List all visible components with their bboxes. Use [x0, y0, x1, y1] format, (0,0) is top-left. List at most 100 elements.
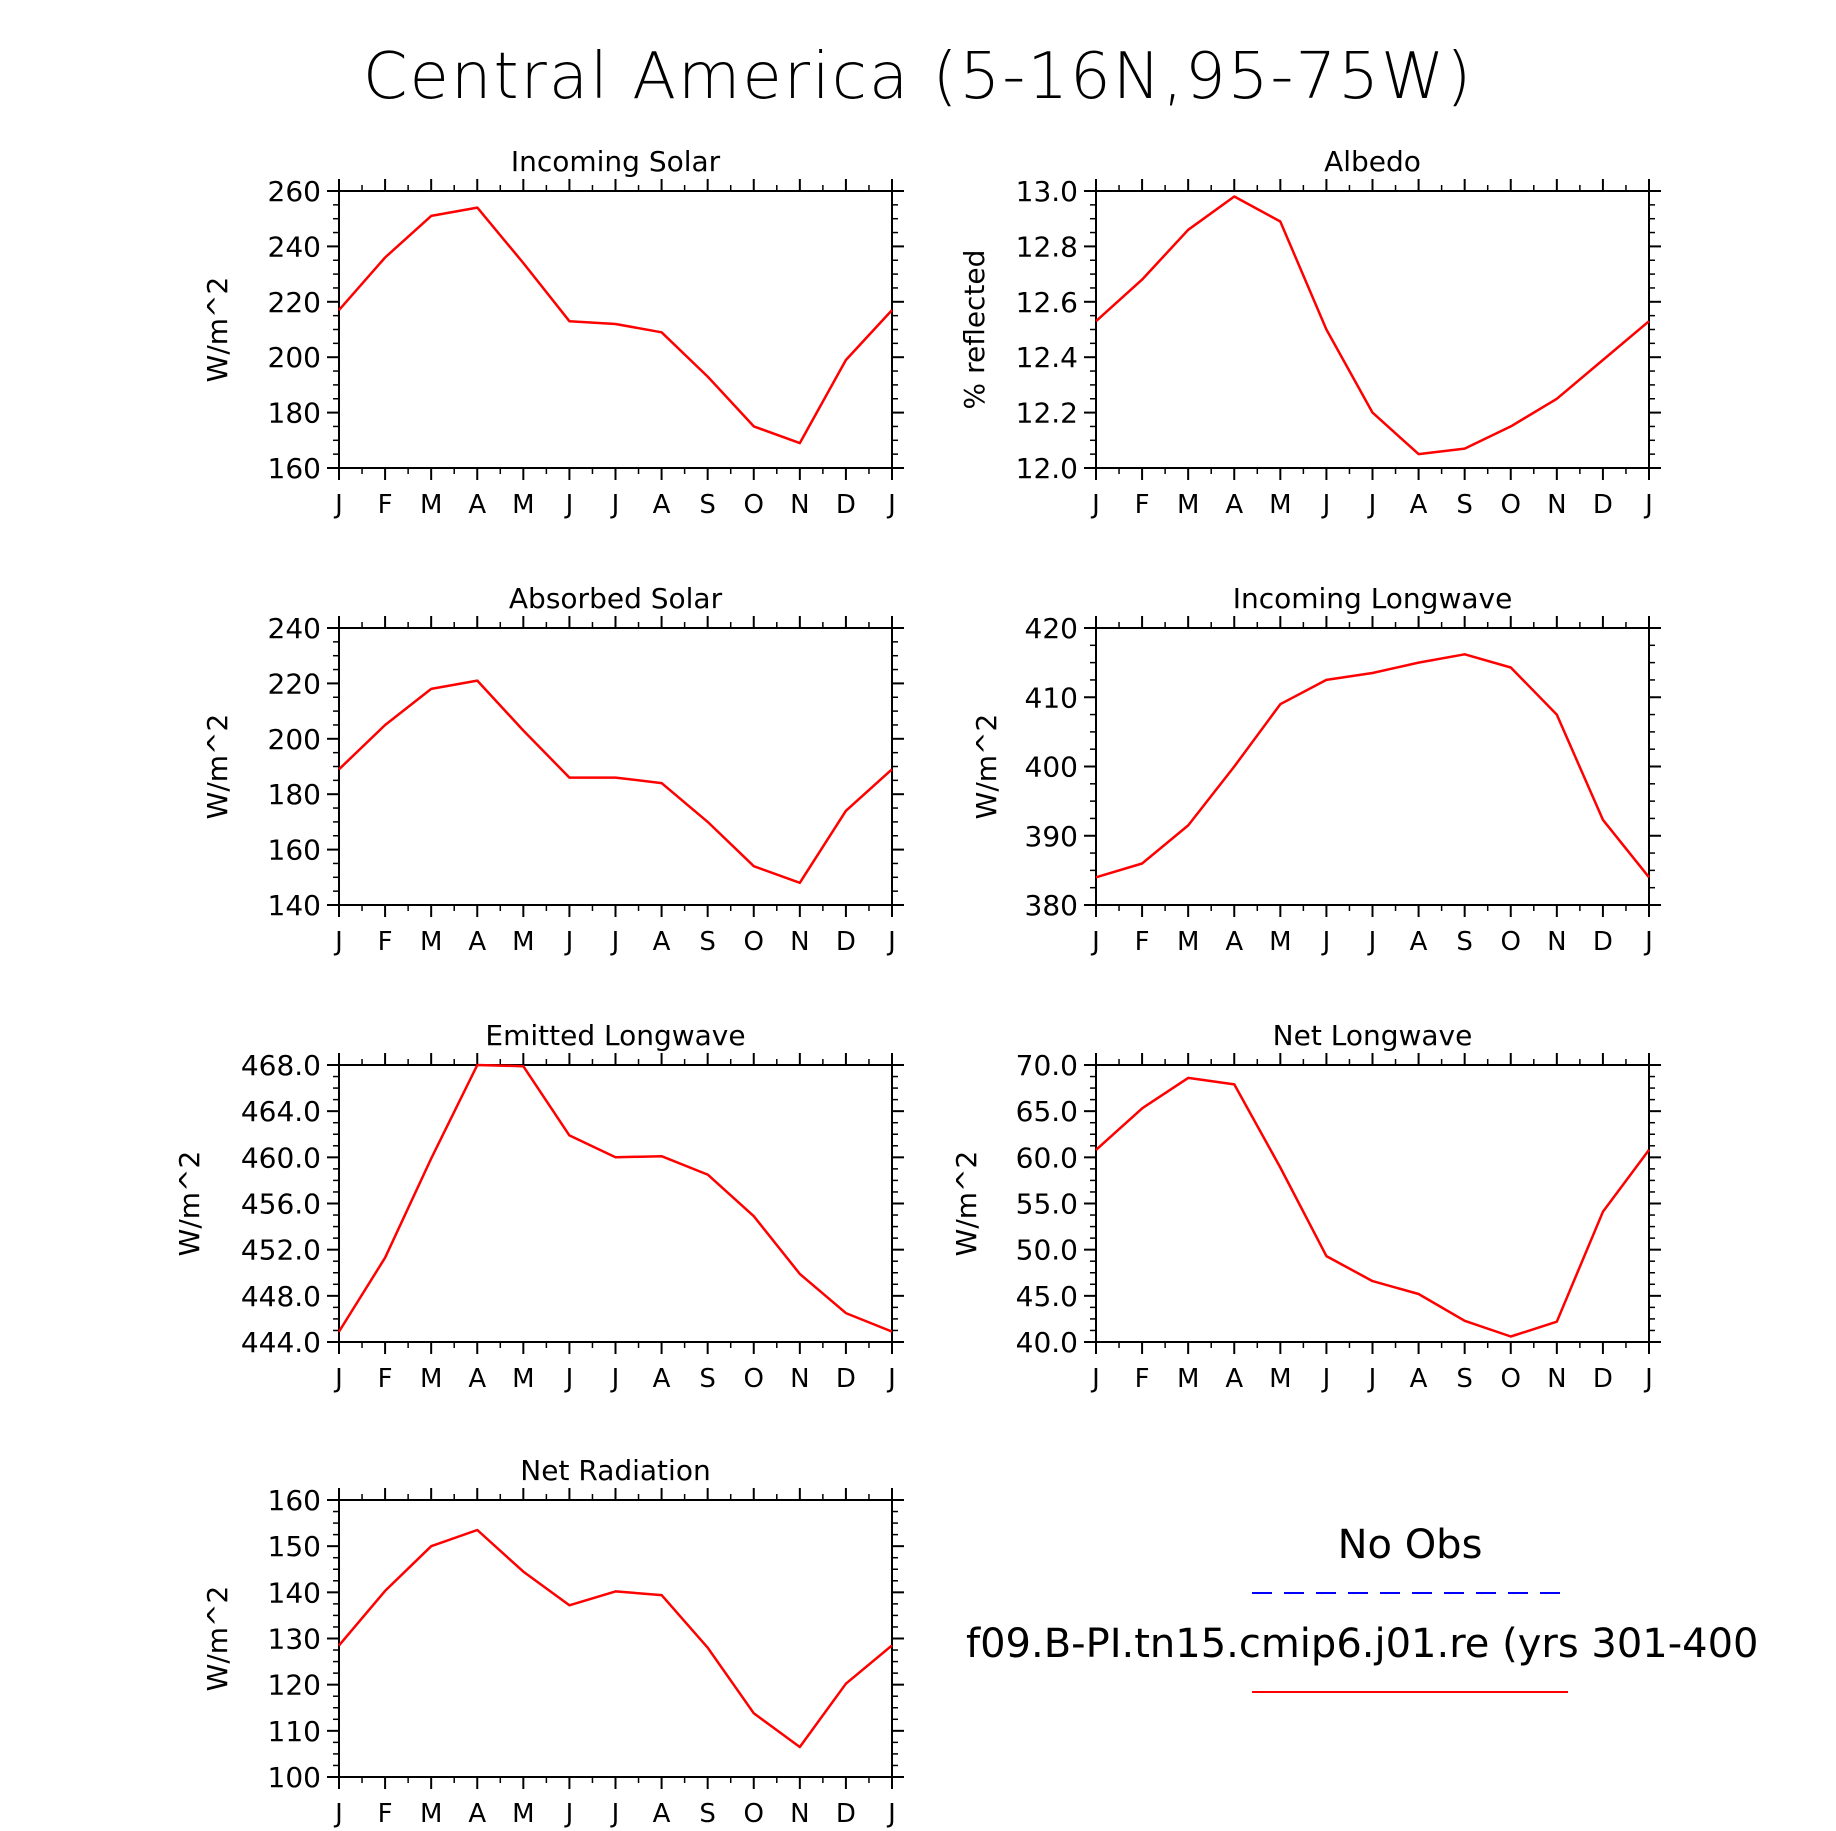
y-tick-label: 200: [268, 723, 321, 756]
month-tick-label: M: [420, 1799, 442, 1829]
month-tick-label: M: [1269, 927, 1291, 957]
panel-title: Emitted Longwave: [485, 1019, 745, 1052]
month-tick-label: A: [653, 490, 671, 520]
month-tick-label: J: [1367, 927, 1377, 957]
month-tick-label: J: [564, 490, 574, 520]
y-tick-label: 120: [268, 1669, 321, 1702]
y-tick-label: 240: [268, 230, 321, 263]
month-tick-label: A: [468, 490, 486, 520]
month-tick-label: M: [420, 490, 442, 520]
y-tick-label: 160: [268, 1484, 321, 1517]
y-axis-title: W/m^2: [950, 1151, 983, 1257]
legend: No Obs f09.B-PI.tn15.cmip6.j01.re (yrs 3…: [966, 1522, 1759, 1693]
series-line: [1095, 653, 1650, 879]
y-tick-label: 160: [268, 452, 321, 485]
month-tick-label: S: [1456, 490, 1473, 520]
plot-frame: [1095, 627, 1650, 906]
y-tick-label: 50.0: [1016, 1234, 1078, 1267]
month-tick-label: A: [1410, 490, 1428, 520]
month-tick-label: O: [744, 1364, 764, 1394]
month-tick-label: J: [564, 1364, 574, 1394]
month-tick-label: J: [886, 927, 896, 957]
month-tick-label: A: [1225, 1364, 1243, 1394]
month-tick-label: J: [1090, 1364, 1100, 1394]
month-tick-label: S: [699, 1799, 716, 1829]
y-tick-label: 140: [268, 1576, 321, 1609]
month-tick-label: A: [468, 927, 486, 957]
month-tick-label: F: [378, 1799, 393, 1829]
y-tick-label: 200: [268, 341, 321, 374]
y-tick-label: 444.0: [241, 1326, 321, 1359]
month-tick-label: O: [744, 1799, 764, 1829]
month-tick-label: S: [699, 927, 716, 957]
y-tick-label: 380: [1025, 889, 1078, 922]
month-tick-label: M: [1177, 490, 1199, 520]
legend-obs-label: No Obs: [1338, 1522, 1483, 1568]
month-tick-label: J: [1321, 927, 1331, 957]
month-tick-label: S: [1456, 927, 1473, 957]
month-tick-label: O: [1501, 490, 1521, 520]
y-tick-label: 13.0: [1016, 175, 1078, 208]
month-tick-label: J: [1367, 490, 1377, 520]
series-line: [338, 206, 893, 445]
month-tick-label: O: [1501, 927, 1521, 957]
y-axis-title: % reflected: [958, 250, 991, 410]
y-tick-label: 390: [1025, 820, 1078, 853]
series-line: [338, 679, 893, 885]
y-tick-label: 400: [1025, 751, 1078, 784]
month-tick-label: N: [790, 1799, 809, 1829]
month-tick-label: O: [1501, 1364, 1521, 1394]
month-tick-label: N: [790, 927, 809, 957]
month-tick-label: M: [1177, 927, 1199, 957]
month-tick-label: O: [744, 490, 764, 520]
y-axis-title: W/m^2: [970, 714, 1003, 820]
month-tick-label: F: [1135, 927, 1150, 957]
month-tick-label: F: [378, 927, 393, 957]
page-title: Central America (5-16N,95-75W): [362, 40, 1474, 114]
y-tick-label: 452.0: [241, 1234, 321, 1267]
y-tick-label: 180: [268, 778, 321, 811]
y-tick-label: 456.0: [241, 1188, 321, 1221]
y-tick-label: 130: [268, 1623, 321, 1656]
month-tick-label: J: [1367, 1364, 1377, 1394]
month-tick-label: F: [378, 1364, 393, 1394]
y-tick-label: 448.0: [241, 1280, 321, 1313]
y-tick-label: 110: [268, 1715, 321, 1748]
month-tick-label: A: [1225, 490, 1243, 520]
y-axis-title: W/m^2: [173, 1151, 206, 1257]
month-tick-label: M: [512, 490, 534, 520]
plot-frame: [338, 1064, 893, 1343]
y-tick-label: 70.0: [1016, 1049, 1078, 1082]
month-tick-label: J: [1090, 490, 1100, 520]
month-tick-label: J: [1321, 1364, 1331, 1394]
month-tick-label: J: [886, 1799, 896, 1829]
y-tick-label: 100: [268, 1761, 321, 1794]
month-tick-label: J: [610, 1799, 620, 1829]
series-line: [338, 1528, 893, 1749]
y-tick-label: 12.8: [1016, 230, 1078, 263]
panel-title: Net Longwave: [1273, 1019, 1473, 1052]
month-tick-label: M: [420, 1364, 442, 1394]
month-tick-label: M: [420, 927, 442, 957]
y-tick-label: 60.0: [1016, 1141, 1078, 1174]
month-tick-label: J: [1090, 927, 1100, 957]
month-tick-label: A: [653, 927, 671, 957]
month-tick-label: A: [653, 1364, 671, 1394]
series-line: [337, 1063, 893, 1333]
month-tick-label: J: [1643, 927, 1653, 957]
y-tick-label: 240: [268, 612, 321, 645]
month-tick-label: D: [1593, 1364, 1613, 1394]
plot-frame: [1095, 190, 1650, 469]
month-tick-label: O: [744, 927, 764, 957]
y-tick-label: 12.4: [1016, 341, 1078, 374]
y-tick-label: 55.0: [1016, 1188, 1078, 1221]
y-tick-label: 468.0: [241, 1049, 321, 1082]
panel-title: Albedo: [1324, 145, 1421, 178]
month-tick-label: M: [1269, 1364, 1291, 1394]
plot-frame: [338, 627, 893, 906]
